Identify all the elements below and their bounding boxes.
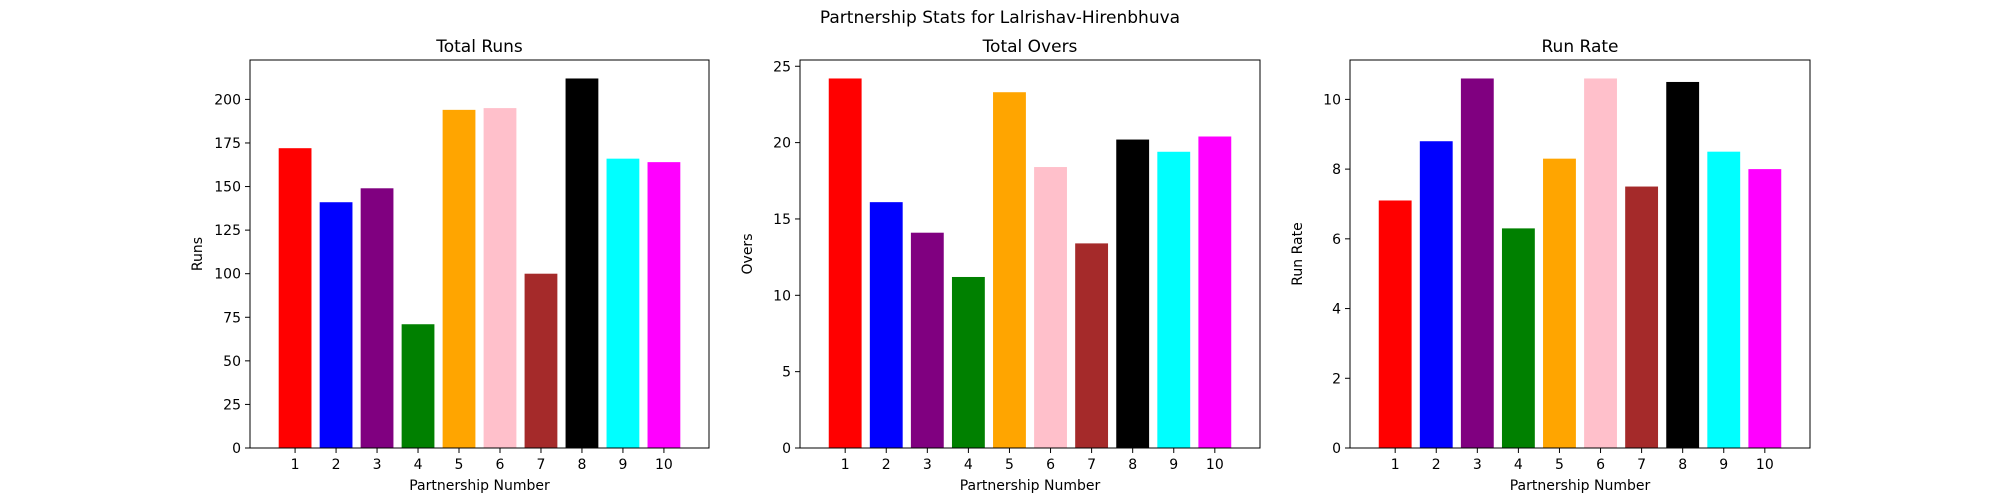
chart-title: Total Runs [435, 37, 523, 57]
bar-2 [1419, 141, 1453, 449]
bar-3 [360, 188, 394, 449]
y-tick-label: 10 [773, 288, 791, 304]
x-tick-label: 8 [1678, 457, 1687, 473]
x-tick-label: 3 [1473, 457, 1482, 473]
y-tick-label: 50 [223, 354, 241, 370]
x-tick-label: 1 [841, 457, 850, 473]
x-tick-label: 1 [291, 457, 300, 473]
bar-7 [524, 273, 558, 448]
x-tick-label: 10 [655, 457, 673, 473]
x-tick-label: 10 [1756, 457, 1774, 473]
y-tick-label: 6 [1332, 232, 1341, 248]
chart-title: Run Rate [1542, 37, 1619, 57]
x-tick-label: 2 [1432, 457, 1441, 473]
bar-9 [1157, 151, 1191, 448]
figure-title: Partnership Stats for Lalrishav-Hirenbhu… [819, 8, 1181, 28]
bar-10 [1198, 136, 1232, 448]
bar-8 [1116, 139, 1150, 449]
bar-8 [1666, 81, 1700, 449]
x-tick-label: 9 [618, 457, 627, 473]
y-tick-label: 0 [1332, 441, 1341, 457]
y-tick-label: 25 [223, 397, 241, 413]
chart-panel-2: 1 2 3 4 5 6 7 8 9 10 0 5 10 15 20 25 Total Overs Partners… [740, 37, 1261, 494]
y-tick-label: 100 [214, 267, 241, 283]
y-tick-label: 8 [1332, 162, 1341, 178]
axes-frame [249, 59, 710, 449]
bar-1 [1378, 200, 1412, 448]
bar-3 [910, 232, 944, 448]
bar-7 [1075, 243, 1109, 448]
x-tick-label: 5 [1555, 457, 1564, 473]
x-tick-label: 10 [1206, 457, 1224, 473]
y-tick-label: 15 [773, 212, 791, 228]
y-tick-label: 150 [214, 180, 241, 196]
x-tick-label: 2 [882, 457, 891, 473]
bar-7 [1625, 186, 1659, 449]
x-tick-label: 6 [1046, 457, 1055, 473]
bar-2 [869, 202, 903, 448]
y-tick-label: 0 [232, 441, 241, 457]
x-tick-label: 7 [1637, 457, 1646, 473]
bar-4 [1501, 228, 1535, 448]
x-tick-label: 5 [455, 457, 464, 473]
y-tick-label: 200 [214, 92, 241, 108]
chart-title: Total Overs [982, 37, 1078, 57]
y-tick-label: 4 [1332, 302, 1341, 318]
x-tick-label: 5 [1005, 457, 1014, 473]
axes-frame [799, 59, 1261, 449]
y-tick-label: 20 [773, 136, 791, 152]
bar-9 [606, 158, 640, 448]
y-tick-label: 5 [782, 365, 791, 381]
x-tick-label: 7 [1087, 457, 1096, 473]
bar-8 [565, 78, 599, 448]
x-tick-label: 4 [414, 457, 423, 473]
bar-4 [951, 276, 985, 448]
x-tick-label: 3 [373, 457, 382, 473]
x-tick-label: 1 [1391, 457, 1400, 473]
y-axis-label: Run Rate [1290, 222, 1306, 285]
x-axis-label: Partnership Number [1510, 478, 1651, 494]
x-tick-label: 4 [964, 457, 973, 473]
y-tick-label: 125 [214, 223, 241, 239]
x-tick-label: 6 [496, 457, 505, 473]
y-tick-label: 175 [214, 136, 241, 152]
x-tick-label: 2 [332, 457, 341, 473]
bar-6 [483, 108, 517, 449]
y-tick-label: 25 [773, 59, 791, 75]
y-tick-label: 75 [223, 310, 241, 326]
bar-1 [828, 78, 862, 448]
x-tick-label: 3 [923, 457, 932, 473]
bar-4 [401, 324, 435, 448]
x-tick-label: 4 [1514, 457, 1523, 473]
x-tick-label: 9 [1719, 457, 1728, 473]
bar-1 [278, 148, 312, 448]
bar-9 [1707, 151, 1741, 448]
bar-10 [1748, 169, 1782, 449]
bar-6 [1584, 78, 1617, 448]
x-axis-label: Partnership Number [409, 478, 550, 494]
y-tick-label: 0 [782, 441, 791, 457]
chart-panel-3: 1 2 3 4 5 6 7 8 9 10 0 2 4 6 8 10 Run Rate Partnership Nu… [1290, 37, 1811, 494]
y-tick-label: 2 [1332, 371, 1341, 387]
x-tick-label: 7 [537, 457, 546, 473]
bar-5 [1543, 158, 1576, 448]
x-tick-label: 8 [1128, 457, 1137, 473]
y-axis-label: Runs [190, 237, 206, 271]
bar-3 [1460, 78, 1494, 448]
y-axis-label: Overs [740, 234, 756, 275]
bar-10 [647, 162, 681, 448]
x-axis-label: Partnership Number [960, 478, 1101, 494]
x-tick-label: 6 [1596, 457, 1605, 473]
x-tick-label: 8 [577, 457, 586, 473]
bar-5 [993, 92, 1026, 448]
x-tick-label: 9 [1169, 457, 1178, 473]
bar-2 [319, 202, 353, 448]
axes-frame [1349, 59, 1811, 449]
bar-5 [442, 109, 476, 448]
bar-6 [1034, 167, 1067, 449]
y-tick-label: 10 [1323, 92, 1341, 108]
